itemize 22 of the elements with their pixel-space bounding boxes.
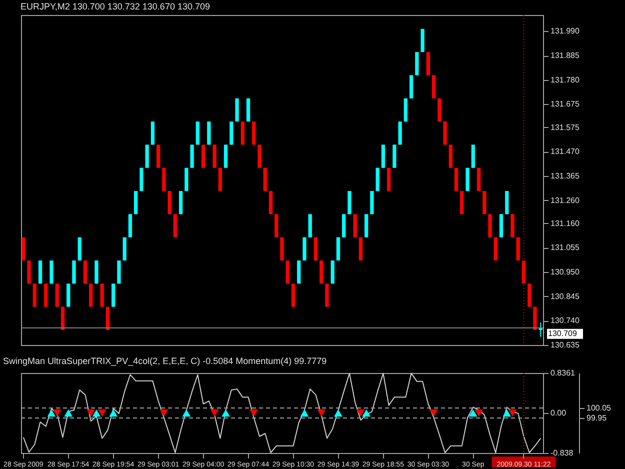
y-tick-label: -0.838 (550, 448, 574, 458)
y-tick-label: 131.160 (550, 218, 580, 228)
y2-tick-label: 99.95 (586, 414, 608, 422)
y-tick-label: 131.260 (550, 196, 580, 205)
y-tick-label: 130.740 (550, 316, 580, 326)
y-tick-label: 131.575 (550, 122, 580, 132)
y-tick-label: 0.00 (550, 408, 567, 418)
y-tick-label: 0.8361 (550, 368, 576, 378)
chart-title: SwingMan UltraSuperTRIX_PV_4col(2, E,E,E, C) -0.5084 Momentum(4) 99.7779 (3, 356, 327, 366)
y-tick-label: 131.990 (550, 26, 580, 36)
y-tick-label: 131.675 (550, 100, 580, 109)
y-tick-label: 131.780 (550, 75, 580, 84)
y-tick-label: 131.885 (550, 51, 580, 60)
y-tick-label: 131.470 (550, 147, 580, 156)
y2-tick-label: 100.05 (586, 404, 612, 412)
ref-line-label: 130.709 (548, 328, 578, 338)
y-tick-label: 130.635 (550, 340, 580, 350)
chart-title: EURJPY,M2 130.700 130.732 130.670 130.709 (20, 2, 210, 12)
y-tick-label: 130.845 (550, 292, 580, 301)
y-tick-label: 130.950 (550, 268, 580, 277)
y-tick-label: 131.365 (550, 171, 580, 180)
y-tick-label: 131.055 (550, 243, 580, 252)
